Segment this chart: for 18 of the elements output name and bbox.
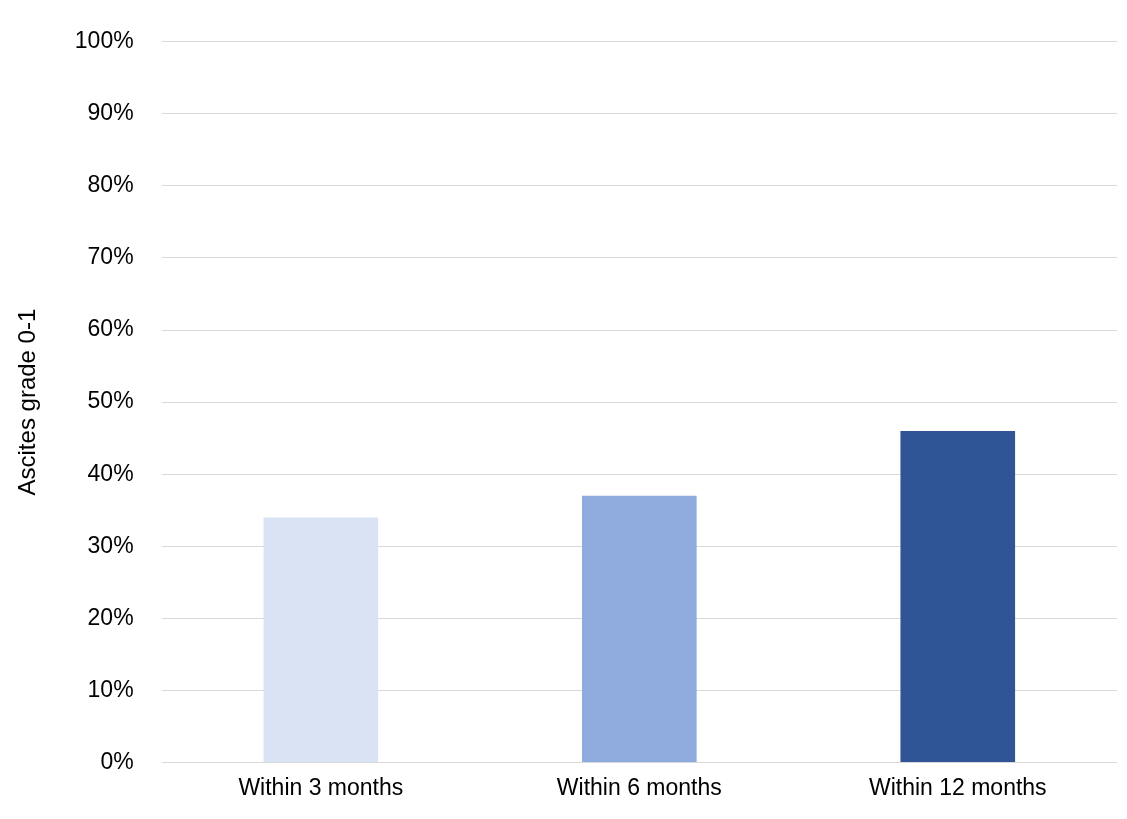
y-axis-title: Ascites grade 0-1 [13,308,41,496]
y-tick-label: 40% [87,459,134,486]
y-tick-label: 30% [87,531,134,558]
y-tick-label: 90% [87,99,134,126]
x-tick-label: Within 6 months [556,773,722,800]
bar [263,517,379,762]
bar [900,430,1016,762]
y-tick-label: 0% [100,747,134,774]
x-tick-label: Within 12 months [868,773,1047,800]
y-tick-label: 100% [74,27,134,54]
x-tick-label: Within 3 months [238,773,404,800]
y-tick-label: 60% [87,315,134,342]
y-tick-label: 20% [87,603,134,630]
y-tick-label: 50% [87,387,134,414]
y-tick-label: 80% [87,171,134,198]
bar [581,495,697,762]
y-tick-label: 10% [87,675,134,702]
y-tick-label: 70% [87,243,134,270]
